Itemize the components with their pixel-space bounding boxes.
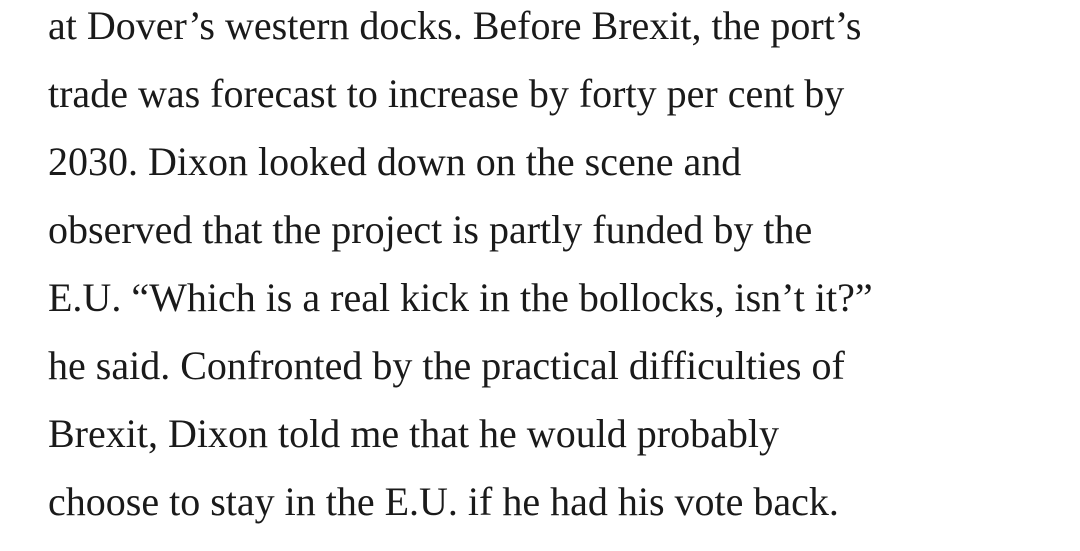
text-line-4: observed that the project is partly fund… [48,207,813,252]
text-line-8: choose to stay in the E.U. if he had his… [48,479,839,524]
text-line-6: he said. Confronted by the practical dif… [48,343,845,388]
text-line-2: trade was forecast to increase by forty … [48,71,845,116]
text-line-3: 2030. Dixon looked down on the scene and [48,139,742,184]
article-text: at Dover’s western docks. Before Brexit,… [48,0,1058,536]
text-line-7: Brexit, Dixon told me that he would prob… [48,411,779,456]
text-line-5: E.U. “Which is a real kick in the bolloc… [48,275,873,320]
text-line-1: at Dover’s western docks. Before Brexit,… [48,3,862,48]
